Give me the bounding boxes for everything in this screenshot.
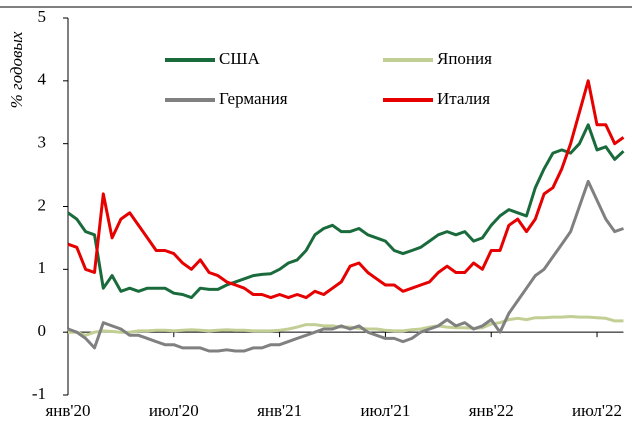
x-tick-label: июл'21 <box>360 401 410 420</box>
legend-label: США <box>219 49 260 68</box>
x-tick-label: янв'22 <box>469 401 514 420</box>
legend-label: Италия <box>437 89 490 108</box>
x-tick-label: янв'20 <box>45 401 90 420</box>
y-tick-label: -1 <box>32 384 46 403</box>
x-tick-label: июл'22 <box>572 401 622 420</box>
y-tick-label: 1 <box>38 258 47 277</box>
y-tick-label: 4 <box>38 70 47 89</box>
series-line <box>67 79 625 300</box>
series-line <box>67 123 625 300</box>
x-tick-label: июл'20 <box>149 401 199 420</box>
x-tick-label: янв'21 <box>257 401 302 420</box>
y-axis-label: % годовых <box>7 31 26 108</box>
legend-label: Япония <box>437 49 492 68</box>
y-tick-label: 5 <box>38 7 47 26</box>
y-tick-label: 2 <box>38 195 47 214</box>
legend-label: Германия <box>219 89 288 108</box>
series-line <box>67 179 624 353</box>
y-tick-label: 3 <box>38 133 47 152</box>
y-tick-label: 0 <box>38 321 47 340</box>
